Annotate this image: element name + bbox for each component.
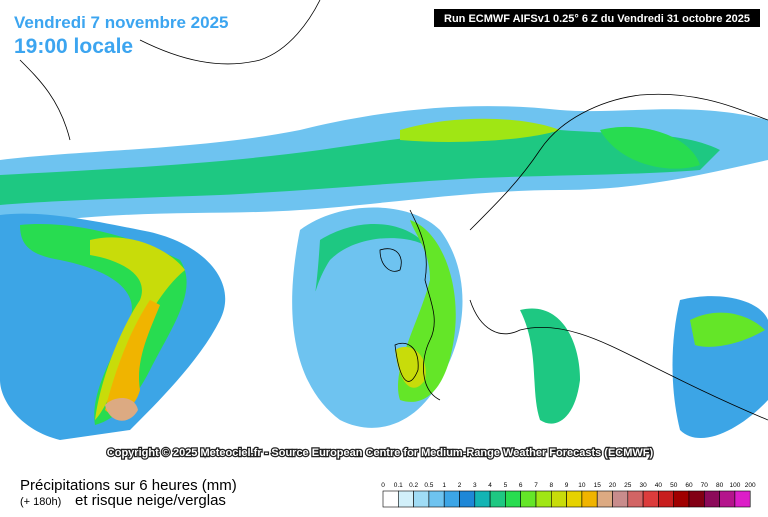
legend-swatch [550, 490, 567, 508]
coastlines [19, 0, 768, 421]
legend-label: 0.5 [424, 482, 433, 489]
legend: 0 0.1 0.2 0.5 1 2 3 4 5 6 7 8 9 10 15 20 25 30 40 50 60 70 80 1… [381, 482, 756, 508]
legend-swatch [581, 490, 598, 508]
legend-swatch [459, 490, 476, 508]
legend-label: 25 [624, 482, 632, 489]
copyright: Copyright © 2025 Meteociel.fr - Source E… [107, 447, 654, 459]
footer-title: Précipitations sur 6 heures (mm) [20, 477, 237, 494]
legend-swatch [535, 490, 552, 508]
legend-label: 60 [685, 482, 693, 489]
legend-swatch [658, 490, 675, 508]
legend-label: 15 [594, 482, 602, 489]
legend-swatch [474, 490, 491, 508]
legend-label: 8 [549, 482, 553, 489]
time-label: 19:00 locale [14, 35, 133, 58]
legend-label: 20 [609, 482, 617, 489]
legend-swatch [627, 490, 644, 508]
legend-swatch [734, 490, 751, 508]
legend-swatch [397, 490, 414, 508]
legend-label: 10 [578, 482, 586, 489]
legend-label: 70 [701, 482, 709, 489]
legend-swatch [505, 490, 521, 508]
legend-label: 5 [504, 482, 508, 489]
run-box [434, 9, 760, 27]
legend-swatch [566, 490, 583, 508]
footer-lead: (+ 180h) [20, 496, 61, 508]
legend-label: 4 [488, 482, 492, 489]
legend-label: 2 [458, 482, 462, 489]
legend-swatch [428, 490, 445, 508]
legend-label: 6 [519, 482, 523, 489]
legend-label: 7 [534, 482, 538, 489]
legend-swatch [688, 490, 705, 508]
legend-label: 200 [745, 482, 756, 489]
legend-swatch [642, 490, 659, 508]
legend-label: 30 [639, 482, 647, 489]
legend-label: 1 [442, 482, 446, 489]
legend-swatch [520, 490, 537, 508]
legend-label: 40 [655, 482, 663, 489]
legend-label: 0.1 [394, 482, 403, 489]
legend-swatch [719, 490, 736, 508]
legend-swatch [612, 490, 629, 508]
legend-label: 100 [729, 482, 740, 489]
run-label: Run ECMWF AIFSv1 0.25° 6 Z du Vendredi 3… [444, 13, 750, 25]
legend-swatch [443, 490, 460, 508]
date-label: Vendredi 7 novembre 2025 [14, 13, 229, 32]
precip-fields [0, 106, 768, 440]
legend-label: 0.2 [409, 482, 418, 489]
legend-swatch [596, 490, 613, 508]
legend-swatch [413, 490, 430, 508]
legend-swatch [489, 490, 506, 508]
legend-swatch [673, 490, 690, 508]
footer-subtitle: et risque neige/verglas [75, 492, 226, 509]
legend-label: 50 [670, 482, 678, 489]
legend-label: 80 [716, 482, 724, 489]
legend-label: 0 [381, 482, 385, 489]
legend-swatch [382, 490, 399, 508]
legend-label: 3 [473, 482, 477, 489]
legend-swatch [703, 490, 720, 508]
legend-label: 9 [565, 482, 569, 489]
